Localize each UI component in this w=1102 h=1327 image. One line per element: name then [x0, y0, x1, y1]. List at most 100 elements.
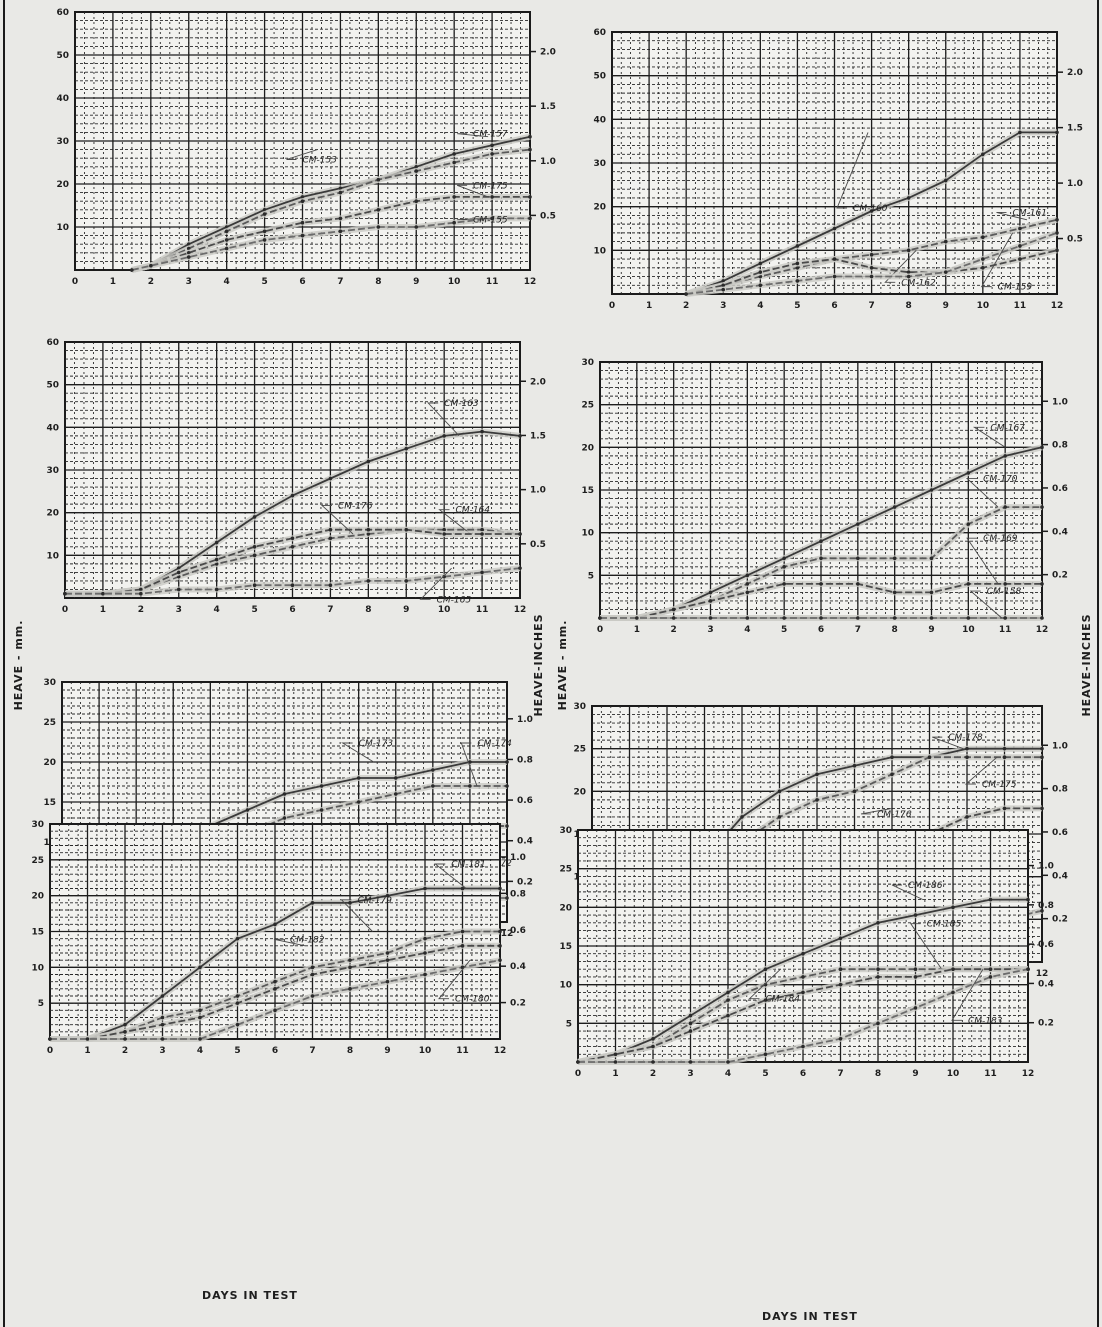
- callout-leader: [965, 478, 999, 508]
- data-point: [452, 195, 456, 199]
- y2-tick-label: 0.2: [1052, 915, 1068, 925]
- x-tick-label: 8: [375, 277, 381, 287]
- data-point: [480, 429, 484, 434]
- data-point: [423, 951, 427, 955]
- data-point: [795, 261, 800, 266]
- data-point: [966, 616, 971, 620]
- callout-leader: [836, 132, 869, 209]
- data-point: [1018, 244, 1022, 248]
- data-point: [310, 994, 315, 998]
- data-point: [1003, 616, 1007, 620]
- y2-tick-label: 1.0: [1067, 179, 1083, 189]
- data-point: [876, 967, 880, 971]
- middle-left-y-axis-title: HEAVE - mm.: [556, 620, 569, 711]
- y-tick-label: 15: [31, 928, 44, 938]
- data-point: [160, 1037, 165, 1041]
- chart-panel-7: 0 1 2 3 4 5 6 7 8 9 10 11 12510152025300.20.40.60.81…: [31, 820, 525, 1056]
- y2-tick-label: 0.6: [510, 926, 526, 936]
- data-point: [505, 760, 509, 764]
- callout-leader: [884, 250, 917, 283]
- callout-leader: [341, 742, 374, 763]
- y2-tick-label: 1.5: [530, 431, 546, 441]
- x-tick-label: 7: [837, 1069, 843, 1079]
- series-label: CM-157: [473, 130, 508, 140]
- data-point: [671, 607, 676, 612]
- data-point: [869, 209, 874, 213]
- x-tick-label: 9: [413, 277, 419, 287]
- callout-leader: [427, 402, 460, 437]
- x-tick-label: 4: [197, 1046, 203, 1056]
- y-tick-label: 50: [593, 72, 606, 82]
- data-point: [252, 545, 257, 549]
- y2-tick-label: 1.5: [540, 102, 556, 112]
- y-tick-label: 30: [56, 137, 69, 147]
- y-tick-label: 15: [581, 486, 594, 496]
- y2-tick-label: 0.2: [517, 877, 533, 887]
- data-point: [1002, 806, 1007, 811]
- data-point: [328, 527, 333, 532]
- x-tick-label: 3: [186, 277, 192, 287]
- data-point: [490, 152, 494, 156]
- y2-tick-label: 1.5: [1067, 124, 1083, 134]
- callout-leader: [438, 959, 471, 1000]
- data-point: [795, 244, 800, 248]
- y2-tick-label: 0.4: [510, 962, 526, 972]
- y2-tick-label: 1.0: [1038, 862, 1054, 872]
- y-tick-label: 25: [581, 401, 594, 411]
- series-label: CM-183: [968, 1016, 1003, 1026]
- data-point: [48, 1037, 52, 1041]
- y2-tick-label: 0.8: [510, 889, 526, 899]
- data-point: [385, 979, 390, 984]
- data-point: [869, 274, 874, 279]
- data-point: [328, 536, 333, 541]
- data-point: [328, 476, 333, 481]
- y2-tick-label: 1.0: [1052, 397, 1068, 407]
- data-point: [832, 226, 837, 231]
- y-tick-label: 10: [31, 963, 44, 973]
- major-grid: [75, 12, 530, 270]
- data-point: [385, 951, 390, 955]
- data-point: [726, 1060, 730, 1064]
- data-point: [498, 929, 502, 934]
- data-point: [819, 556, 823, 561]
- data-point: [1002, 755, 1007, 759]
- callout-leader: [980, 232, 1014, 288]
- y-tick-label: 5: [588, 571, 594, 581]
- data-point: [452, 220, 456, 225]
- data-point: [518, 566, 522, 570]
- data-point: [505, 896, 509, 900]
- data-point: [943, 270, 948, 274]
- x-tick-label: 11: [1014, 301, 1027, 311]
- data-point: [423, 972, 427, 977]
- data-point: [876, 921, 880, 925]
- data-point: [758, 283, 763, 288]
- data-point: [856, 556, 860, 561]
- x-tick-label: 3: [720, 301, 726, 311]
- data-point: [198, 1015, 202, 1020]
- data-point: [160, 1015, 165, 1020]
- data-point: [431, 768, 435, 772]
- series-label: CM-182: [290, 935, 325, 945]
- data-point: [414, 199, 419, 203]
- data-point: [528, 147, 532, 152]
- callout-leader: [964, 756, 998, 785]
- x-tick-label: 0: [597, 625, 603, 635]
- x-tick-label: 9: [928, 625, 934, 635]
- data-point: [186, 251, 191, 255]
- data-point: [348, 901, 352, 905]
- x-tick-label: 2: [683, 301, 689, 311]
- data-point: [869, 266, 874, 270]
- data-point: [139, 591, 143, 596]
- data-point: [598, 616, 602, 620]
- y-tick-label: 20: [46, 509, 59, 519]
- data-point: [290, 493, 295, 498]
- data-point: [176, 587, 181, 592]
- x-tick-label: 11: [984, 1069, 997, 1079]
- data-point: [393, 792, 398, 796]
- data-point: [782, 565, 786, 569]
- data-point: [651, 1044, 655, 1049]
- data-point: [498, 886, 502, 891]
- data-point: [310, 965, 315, 970]
- data-point: [490, 216, 494, 221]
- y-tick-label: 25: [31, 856, 44, 866]
